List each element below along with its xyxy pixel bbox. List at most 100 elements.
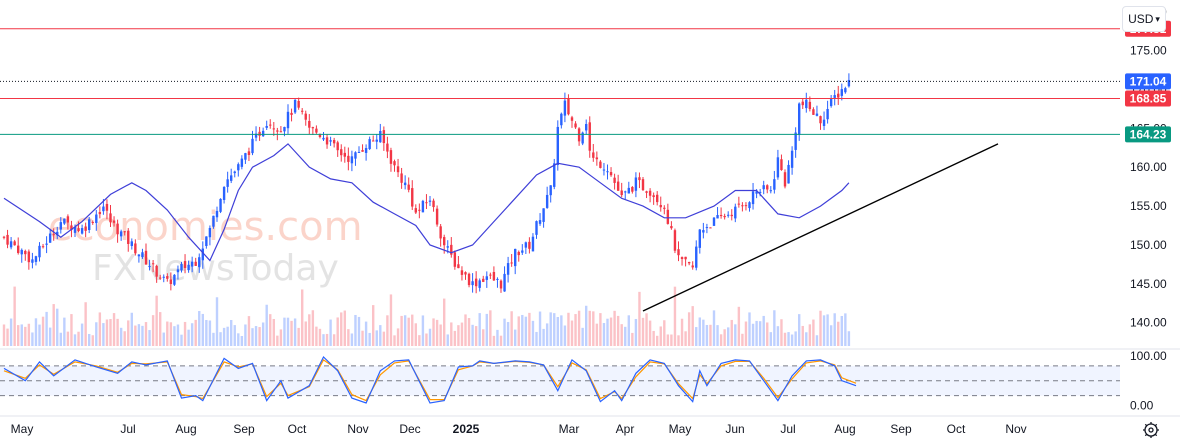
gear-icon[interactable] [1141, 420, 1161, 440]
time-tick-label: Jul [780, 422, 795, 436]
candle [17, 237, 20, 255]
candle [652, 192, 655, 205]
candle [127, 228, 130, 252]
volume-bar [702, 319, 705, 346]
candle [837, 85, 840, 105]
volume-bar [602, 323, 606, 346]
candle [734, 203, 737, 223]
volume-bar [514, 329, 517, 346]
candle [801, 98, 804, 110]
volume-bar [414, 323, 417, 346]
volume-bar [329, 319, 332, 346]
candle [322, 132, 325, 141]
candle [535, 220, 538, 239]
volume-bar [833, 313, 836, 346]
volume-bar [286, 317, 290, 346]
volume-bar [350, 333, 354, 346]
volume-bar [130, 312, 133, 346]
volume-bar [812, 319, 815, 346]
volume-bar [421, 315, 425, 346]
candle [389, 147, 393, 172]
volume-bar [769, 332, 772, 346]
candle [336, 140, 339, 157]
candle [109, 205, 112, 228]
volume-bar [141, 325, 144, 346]
volume-bar [631, 332, 634, 346]
volume-bar [134, 325, 137, 346]
volume-bar [524, 316, 528, 346]
candle [556, 120, 559, 171]
candle [425, 194, 428, 209]
watermark-line2: FXNewsToday [92, 248, 339, 289]
candle [432, 198, 435, 212]
volume-bar [38, 324, 41, 346]
volume-bar [84, 302, 87, 346]
candle [670, 221, 673, 230]
candle [737, 196, 741, 208]
time-tick-label: Aug [175, 422, 196, 436]
candle [247, 147, 251, 161]
volume-bar [372, 305, 375, 346]
volume-bar [727, 327, 730, 346]
candle [563, 92, 567, 123]
volume-bar [780, 319, 783, 346]
candle [180, 261, 183, 273]
candle [347, 147, 350, 171]
candle [187, 260, 190, 273]
volume-bar [627, 315, 630, 346]
volume-bar [144, 322, 148, 346]
volume-bar [180, 334, 183, 346]
volume-bar [478, 313, 481, 346]
candle [343, 146, 346, 163]
candle [215, 206, 219, 222]
candle [286, 104, 290, 134]
candle [290, 108, 293, 122]
price-tick-label: 155.00 [1130, 199, 1167, 213]
volume-bar [77, 331, 80, 346]
volume-bar [464, 314, 467, 346]
candle [677, 241, 680, 262]
volume-bar [730, 319, 733, 346]
candle [230, 168, 233, 184]
candle [141, 248, 144, 259]
candle [400, 167, 403, 189]
volume-bar [588, 310, 591, 346]
candle [457, 256, 460, 269]
currency-selector[interactable]: USD ▾ [1122, 6, 1166, 32]
volume-bar [840, 315, 843, 346]
candle [719, 207, 723, 219]
volume-bar [17, 325, 20, 346]
candle [727, 211, 730, 218]
volume-bar [41, 316, 45, 346]
candle [201, 241, 204, 269]
candle [123, 230, 126, 236]
candle [308, 114, 311, 135]
volume-bar [613, 310, 616, 346]
volume-bar [261, 322, 265, 346]
volume-bar [716, 325, 719, 346]
candle [631, 186, 634, 194]
volume-bar [48, 327, 52, 346]
candle [382, 126, 386, 151]
volume-bar [183, 321, 187, 346]
time-tick-label: Aug [834, 422, 855, 436]
volume-bar [73, 334, 77, 346]
volume-bar [467, 318, 471, 346]
candle [602, 162, 606, 176]
candle [301, 108, 304, 115]
volume-bar [80, 323, 84, 346]
candle [606, 164, 609, 180]
volume-bar [758, 321, 762, 346]
candle [812, 107, 815, 115]
candle [311, 126, 315, 136]
candle [517, 250, 520, 262]
volume-bar [343, 310, 346, 346]
candle [570, 115, 574, 128]
candle [485, 271, 488, 288]
candle [9, 237, 13, 250]
volume-bar [112, 313, 116, 346]
price-badge-label: 171.04 [1130, 74, 1167, 88]
candle [638, 172, 641, 189]
candle [698, 228, 701, 254]
